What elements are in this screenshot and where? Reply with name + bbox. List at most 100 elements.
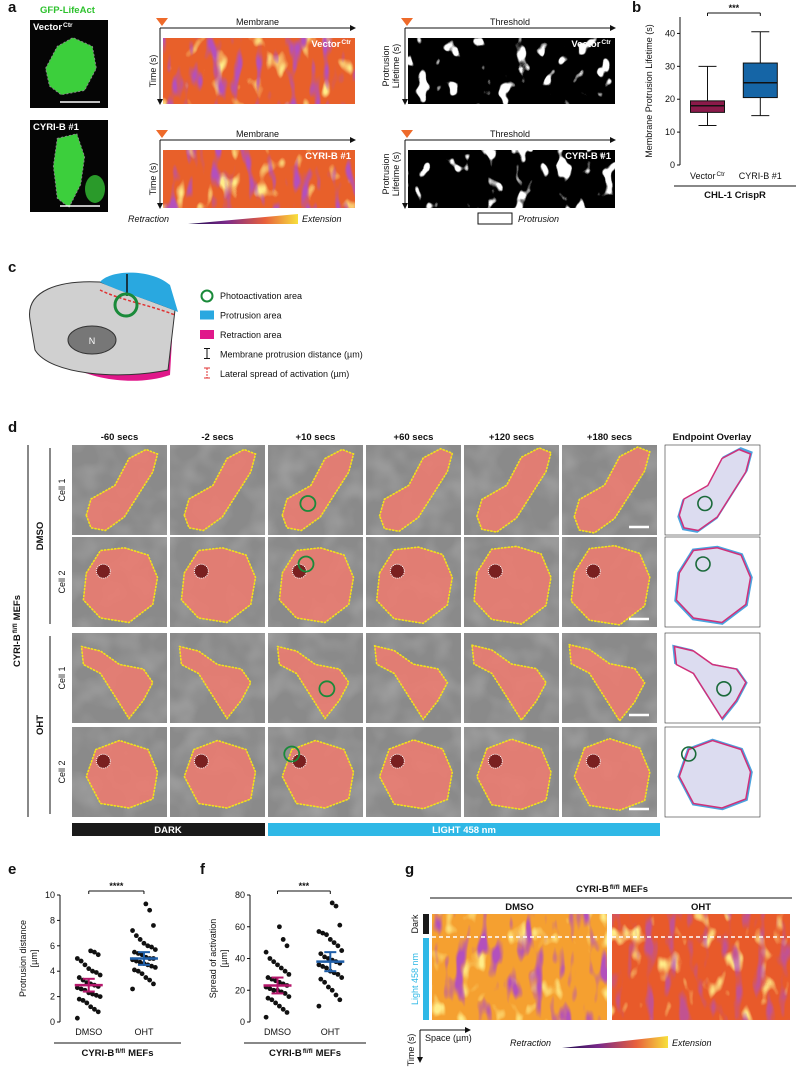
data-point <box>76 975 82 980</box>
nucleus <box>95 563 111 579</box>
data-point <box>130 928 135 933</box>
data-point <box>95 1009 101 1015</box>
data-point <box>284 943 290 949</box>
cell-label: CYRI-B #1 <box>305 151 352 162</box>
x-tick-label: OHT <box>321 1027 341 1037</box>
y-tick-label: 0 <box>670 160 675 170</box>
column-header: Endpoint Overlay <box>673 432 752 443</box>
overlay-cell <box>675 547 752 624</box>
cell-label: CYRI-B #1 <box>565 151 612 162</box>
data-point <box>133 933 139 939</box>
y-tick-label: 4 <box>50 966 55 976</box>
nucleus <box>585 753 601 769</box>
legend-label: Retraction <box>128 214 169 224</box>
cell-label: Cell 2 <box>57 760 67 783</box>
data-point <box>271 959 277 965</box>
data-point <box>318 951 324 957</box>
superscript: Ctr <box>63 22 73 29</box>
legend-swatch <box>477 212 513 225</box>
axis-label: Membrane <box>236 17 279 27</box>
kymograph-texture <box>612 914 790 1020</box>
label-part: CYRI-B #1 <box>739 171 782 181</box>
group-label: CYRI-Bfl/fl MEFs <box>269 1048 341 1059</box>
column-header: -60 secs <box>101 432 139 443</box>
data-point <box>278 965 284 971</box>
y-tick-label: 40 <box>665 28 675 38</box>
nucleus <box>193 563 209 579</box>
condition-label: OHT <box>691 902 711 913</box>
x-tick-label: CYRI-B #1 <box>739 171 782 181</box>
data-point <box>320 930 326 936</box>
axis-label: Time (s) <box>406 1034 416 1067</box>
photoactivation-area <box>697 495 713 512</box>
data-point <box>80 998 86 1003</box>
condition-bar <box>423 938 429 1020</box>
data-point <box>78 958 84 964</box>
data-point <box>329 987 335 993</box>
data-point <box>329 900 335 906</box>
data-point <box>137 959 143 965</box>
cell-label: VectorCtr <box>311 39 351 50</box>
label-part: Vector <box>690 171 716 181</box>
photoactivation-area <box>297 555 315 573</box>
marker-arrowhead <box>156 130 168 138</box>
data-point <box>337 922 343 928</box>
legend-label: Retraction <box>510 1038 551 1048</box>
cell-mask <box>476 447 552 533</box>
data-point <box>88 1004 94 1010</box>
side-label: CYRI-Bfl/fl MEFs <box>12 595 23 667</box>
nucleus <box>487 563 503 579</box>
data-point <box>132 949 137 955</box>
protrusion-area <box>100 272 178 312</box>
y-tick-label: 6 <box>50 941 55 951</box>
cell-label: CYRI-B #1 <box>33 122 80 133</box>
legend-label: Extension <box>302 214 342 224</box>
group-label: CHL-1 CrispR <box>704 190 766 201</box>
axis-label: Protrusion <box>381 153 391 194</box>
axis-label: Space (µm) <box>425 1033 472 1043</box>
data-point <box>93 970 99 975</box>
data-point <box>137 937 143 942</box>
significance-label: *** <box>729 3 740 13</box>
data-point <box>277 924 282 930</box>
data-point <box>86 966 92 972</box>
data-point <box>273 1000 278 1006</box>
label-part: CYRI-B <box>81 1048 114 1059</box>
cell-mask <box>573 737 651 812</box>
condition-label: Dark <box>410 914 420 934</box>
y-tick-label: 60 <box>235 922 245 932</box>
data-point <box>132 967 137 973</box>
panel-letter: f <box>200 861 206 878</box>
cell-mask <box>281 448 355 532</box>
label-part: CYRI-B #1 <box>565 151 612 162</box>
cell-shape <box>85 175 105 203</box>
label-part: MEFs <box>128 1048 153 1059</box>
data-point <box>139 971 145 977</box>
data-point <box>318 976 324 982</box>
marker-arrowhead <box>401 18 413 26</box>
superscript: fl/fl <box>610 884 620 891</box>
data-point <box>337 997 343 1003</box>
cell-mask <box>471 644 548 722</box>
condition-label: LIGHT 458 nm <box>432 825 496 836</box>
axis-label: Membrane <box>236 129 279 139</box>
cell-label: Cell 1 <box>57 666 67 689</box>
legend-label: Lateral spread of activation (µm) <box>220 369 349 379</box>
threshold-texture <box>408 38 615 104</box>
data-point <box>322 954 327 960</box>
y-axis-label: Membrane Protrusion Lifetime (s) <box>644 24 654 158</box>
y-tick-label: 20 <box>235 985 245 995</box>
photoactivation-area <box>283 745 301 763</box>
data-point <box>277 1003 282 1009</box>
data-point <box>93 992 99 998</box>
data-point <box>316 929 322 934</box>
data-point <box>152 964 158 970</box>
data-point <box>149 963 154 969</box>
data-point <box>269 997 275 1003</box>
x-tick-label: VectorCtr <box>690 171 725 181</box>
column-header: +10 secs <box>296 432 336 443</box>
y-tick-label: 8 <box>50 915 55 925</box>
x-tick-label: DMSO <box>264 1027 291 1037</box>
data-point <box>275 962 280 968</box>
y-axis-label: [µm] <box>219 950 229 968</box>
